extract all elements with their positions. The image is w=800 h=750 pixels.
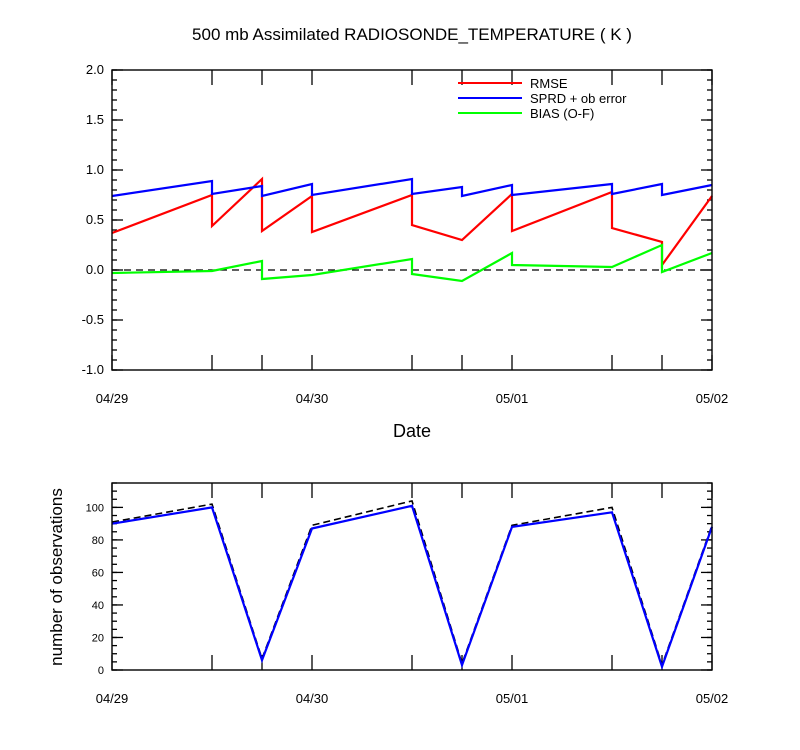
y-tick-label: 0 (98, 665, 104, 677)
bottom-chart-y-axis-label: number of observations (47, 488, 66, 666)
y-tick-label: 0.5 (86, 212, 104, 227)
y-tick-label: 1.0 (86, 162, 104, 177)
y-tick-label: 1.5 (86, 112, 104, 127)
x-tick-label: 04/29 (96, 391, 129, 406)
series-line-assimilated-observations (111, 504, 714, 671)
x-tick-label: 05/01 (496, 691, 529, 706)
y-tick-label: 2.0 (86, 62, 104, 77)
legend-label: BIAS (O-F) (530, 106, 594, 121)
bottom-chart: 0 20 40 60 80 100 04/29 04/30 05/01 05/02 (86, 482, 729, 706)
series-line-sprd-ob-error (111, 177, 713, 198)
y-tick-label: 100 (86, 502, 104, 514)
y-tick-label: 60 (92, 567, 104, 579)
series-line-rmse (111, 176, 713, 269)
y-tick-label: 20 (92, 632, 104, 644)
y-tick-label: 0.0 (86, 262, 104, 277)
axis-ticks (111, 482, 713, 671)
x-tick-label: 04/29 (96, 691, 129, 706)
y-tick-label: -0.5 (82, 312, 104, 327)
plot-frame (111, 69, 713, 371)
x-tick-label: 04/30 (296, 391, 329, 406)
series-line-bias-o-f (111, 243, 713, 283)
plot-frame (111, 482, 713, 671)
y-tick-label: -1.0 (82, 362, 104, 377)
series-line-total-observations (111, 499, 713, 668)
x-tick-label: 05/02 (696, 391, 729, 406)
top-chart: -1.0 -0.5 0.0 0.5 1.0 1.5 2.0 04/29 04/30 05/01 05… (82, 62, 729, 406)
y-tick-label: 40 (92, 600, 104, 612)
legend-label: RMSE (530, 76, 568, 91)
top-chart-title: 500 mb Assimilated RADIOSONDE_TEMPERATUR… (192, 25, 632, 44)
x-tick-label: 05/02 (696, 691, 729, 706)
top-chart-x-axis-label: Date (393, 421, 431, 441)
y-tick-label: 80 (92, 535, 104, 547)
x-tick-label: 04/30 (296, 691, 329, 706)
legend-label: SPRD + ob error (530, 91, 627, 106)
x-tick-label: 05/01 (496, 391, 529, 406)
